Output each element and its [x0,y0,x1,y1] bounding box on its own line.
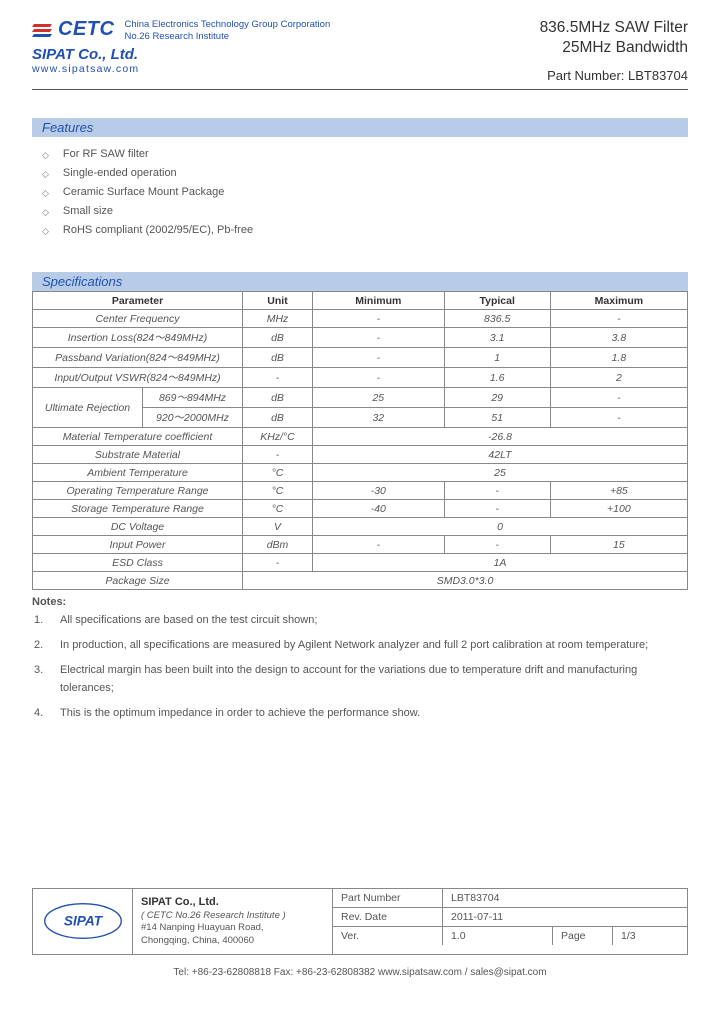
specs-heading: Specifications [32,272,688,291]
notes-title: Notes: [32,596,688,608]
ver-value: 1.0 [443,927,553,945]
company-name: SIPAT Co., Ltd. [32,46,330,63]
footer-meta: Part Number LBT83704 Rev. Date 2011-07-1… [333,889,687,954]
page-label: Page [553,927,613,945]
ver-label: Ver. [333,927,443,945]
product-title-2: 25MHz Bandwidth [540,38,688,58]
company-url: www.sipatsaw.com [32,63,330,75]
col-typ: Typical [444,292,550,310]
part-value: LBT83704 [443,889,687,907]
feature-item: Small size [63,205,113,218]
feature-item: For RF SAW filter [63,148,149,161]
footer-address: SIPAT Co., Ltd. ( CETC No.26 Research In… [133,889,333,954]
svg-text:SIPAT: SIPAT [63,914,103,929]
note-item: In production, all specifications are me… [60,636,648,655]
corp-text: China Electronics Technology Group Corpo… [124,19,330,43]
col-unit: Unit [243,292,313,310]
part-label: Part Number [333,889,443,907]
sipat-logo-icon: SIPAT [42,900,124,942]
feature-item: RoHS compliant (2002/95/EC), Pb-free [63,224,253,237]
page-value: 1/3 [613,927,687,945]
rev-value: 2011-07-11 [443,908,687,926]
footer-logo: SIPAT [33,889,133,954]
header: CETC China Electronics Technology Group … [32,18,688,90]
part-number: Part Number: LBT83704 [540,68,688,83]
features-list: ◇For RF SAW filter ◇Single-ended operati… [32,137,688,240]
col-max: Maximum [550,292,687,310]
footer-contact: Tel: +86-23-62808818 Fax: +86-23-6280838… [32,967,688,978]
product-title-1: 836.5MHz SAW Filter [540,18,688,38]
col-parameter: Parameter [33,292,243,310]
footer: SIPAT SIPAT Co., Ltd. ( CETC No.26 Resea… [32,888,688,978]
note-item: All specifications are based on the test… [60,611,317,630]
feature-item: Single-ended operation [63,167,177,180]
feature-item: Ceramic Surface Mount Package [63,186,224,199]
specs-table: Parameter Unit Minimum Typical Maximum C… [32,291,688,590]
col-min: Minimum [313,292,445,310]
note-item: Electrical margin has been built into th… [60,661,688,698]
notes: Notes: 1.All specifications are based on… [32,596,688,725]
note-item: This is the optimum impedance in order t… [60,704,420,723]
cetc-logo-icon [32,21,54,39]
cetc-logo: CETC [32,18,114,41]
rev-label: Rev. Date [333,908,443,926]
cetc-text: CETC [58,18,114,41]
features-heading: Features [32,118,688,137]
